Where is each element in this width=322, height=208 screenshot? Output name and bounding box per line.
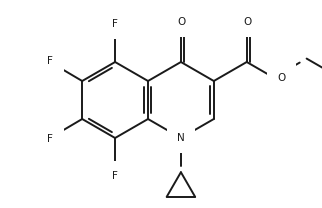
Text: F: F: [47, 56, 53, 66]
Text: O: O: [178, 17, 186, 27]
Text: N: N: [177, 133, 185, 143]
Text: O: O: [244, 17, 252, 27]
Text: F: F: [47, 134, 53, 144]
Text: O: O: [278, 73, 286, 83]
Text: F: F: [112, 171, 118, 181]
Text: F: F: [112, 19, 118, 29]
